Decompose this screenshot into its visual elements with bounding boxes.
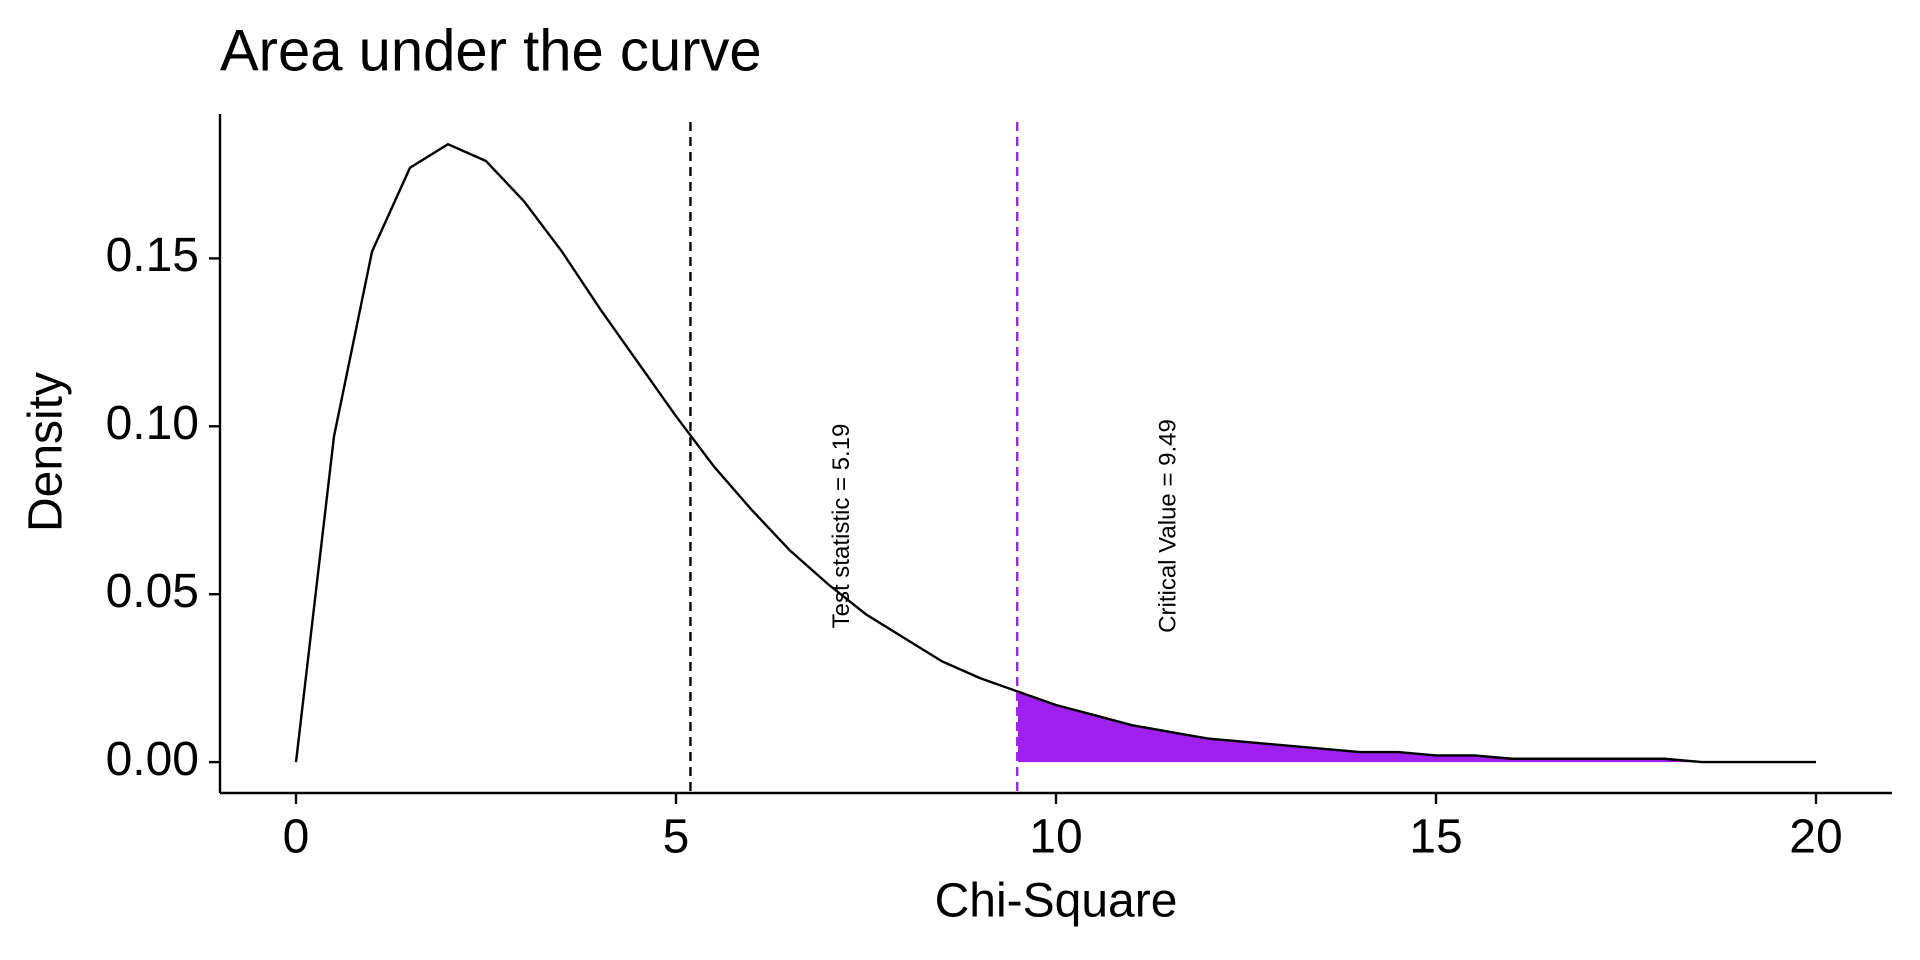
y-tick-label: 0.00 [106, 733, 199, 786]
x-tick-label: 15 [1409, 811, 1462, 864]
annotation: Critical Value = 9.49 [1155, 419, 1182, 633]
chart-title: Area under the curve [220, 18, 762, 83]
y-tick-label: 0.15 [106, 229, 199, 282]
density-curve [294, 142, 1816, 764]
y-axis-title: Density [20, 372, 73, 532]
x-tick-label: 5 [663, 811, 690, 864]
annotation: Test statistic = 5.19 [828, 424, 855, 629]
x-axis-title: Chi-Square [935, 875, 1178, 928]
x-tick-label: 0 [283, 811, 310, 864]
x-tick-label: 20 [1789, 811, 1842, 864]
x-tick-label: 10 [1029, 811, 1082, 864]
shaded-area [1018, 691, 1816, 763]
y-tick-label: 0.05 [106, 565, 199, 618]
y-tick-label: 0.10 [106, 397, 199, 450]
